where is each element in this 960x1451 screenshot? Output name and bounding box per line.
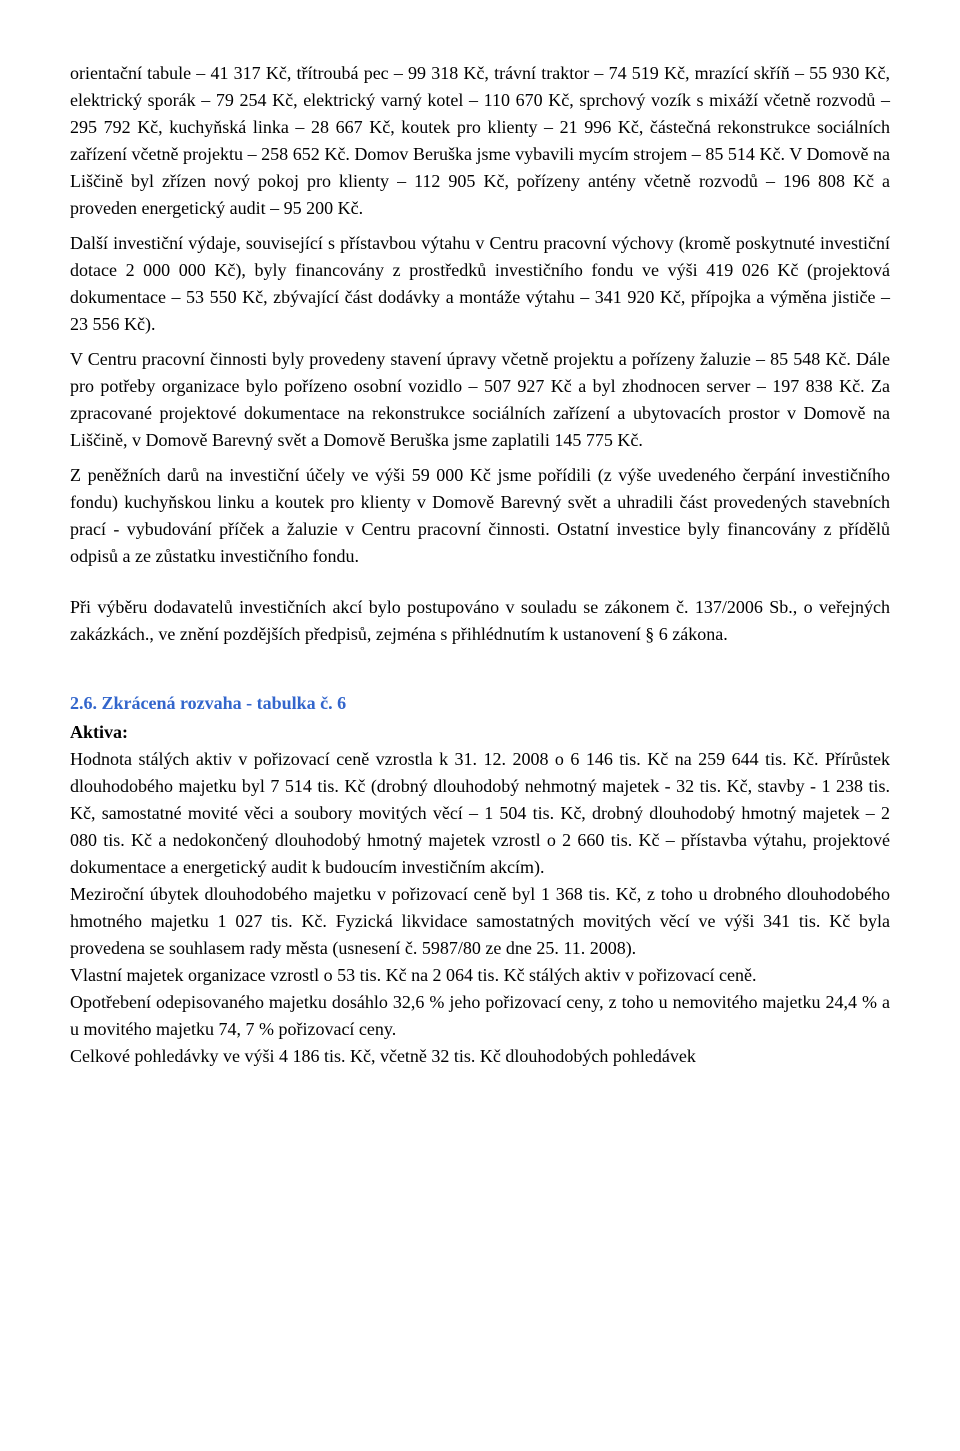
paragraph-3: V Centru pracovní činnosti byly proveden… — [70, 346, 890, 454]
section-heading: 2.6. Zkrácená rozvaha - tabulka č. 6 — [70, 690, 890, 717]
paragraph-4: Z peněžních darů na investiční účely ve … — [70, 462, 890, 570]
aktiva-label: Aktiva: — [70, 719, 890, 746]
spacer — [70, 656, 890, 672]
paragraph-1: orientační tabule – 41 317 Kč, třítroubá… — [70, 60, 890, 222]
paragraph-2: Další investiční výdaje, související s p… — [70, 230, 890, 338]
paragraph-8: Vlastní majetek organizace vzrostl o 53 … — [70, 962, 890, 989]
paragraph-5: Při výběru dodavatelů investičních akcí … — [70, 594, 890, 648]
paragraph-9: Opotřebení odepisovaného majetku dosáhlo… — [70, 989, 890, 1043]
paragraph-6: Hodnota stálých aktiv v pořizovací ceně … — [70, 746, 890, 881]
paragraph-7: Meziroční úbytek dlouhodobého majetku v … — [70, 881, 890, 962]
spacer — [70, 578, 890, 594]
paragraph-10: Celkové pohledávky ve výši 4 186 tis. Kč… — [70, 1043, 890, 1070]
